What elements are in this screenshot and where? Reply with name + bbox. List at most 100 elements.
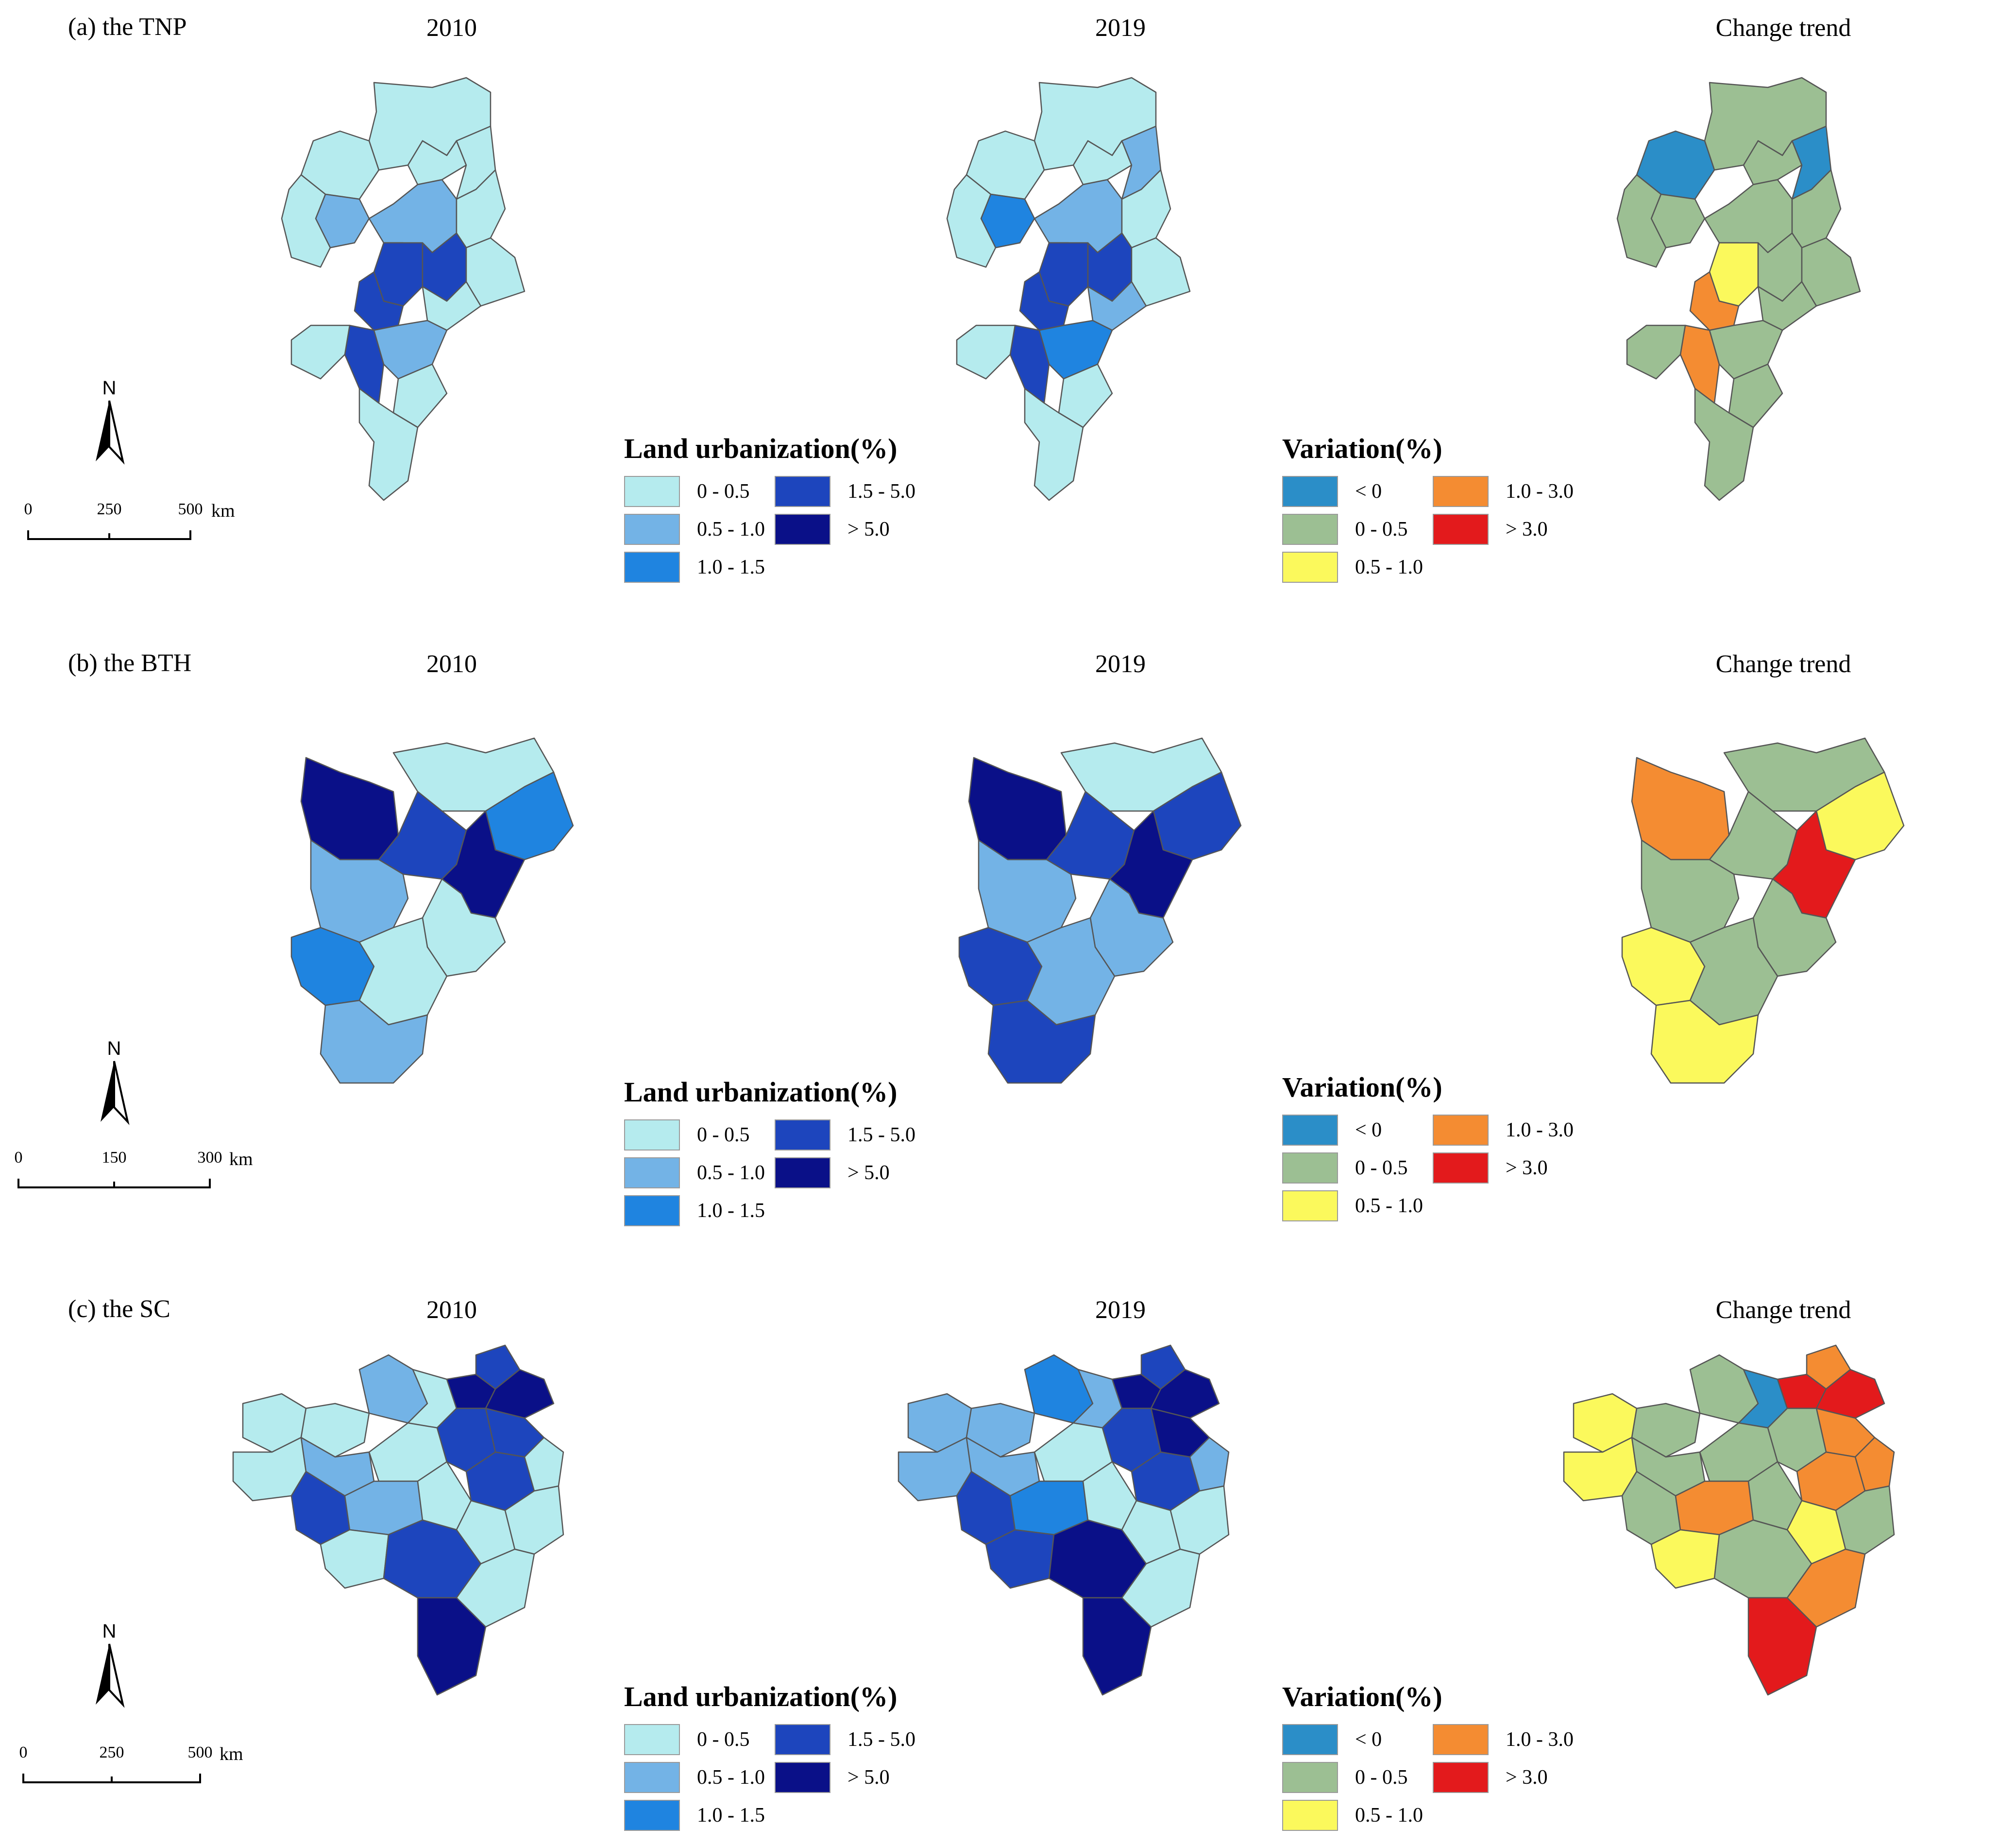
legend-swatch [624,1157,680,1188]
legend-item-label: 0.5 - 1.0 [697,1162,765,1184]
map-region [1038,320,1113,380]
legend-title: Variation(%) [1282,1071,1442,1103]
scale-bar: 0 250 500 km [19,500,253,544]
map-region [1024,388,1084,501]
legend-swatch [775,1157,830,1188]
legend-swatch [624,1800,680,1831]
legend-variation: Variation(%) < 0 0 - 0.5 0.5 - 1.0 1.0 -… [1282,432,1593,588]
map-title-change-trend: Change trend [1715,1296,1851,1324]
legend-swatch [1282,552,1338,583]
legend-item-label: 1.0 - 3.0 [1506,1728,1574,1751]
map-sc-change [1563,1344,1895,1696]
scale-tick: 300 [197,1149,222,1167]
map-region [417,1597,487,1696]
scale-tick: 0 [24,500,33,518]
map-region [1131,237,1191,307]
map-region [358,1354,428,1424]
legend-swatch [1282,1152,1338,1184]
panel-label: (b) the BTH [68,649,192,677]
legend-swatch [1282,1762,1338,1793]
map-region [1616,174,1667,268]
legend-swatch [1282,1190,1338,1221]
map-region [1747,1597,1817,1696]
legend-item-label: 1.0 - 1.5 [697,1804,765,1827]
legend-item-label: 0.5 - 1.0 [1355,1804,1423,1827]
legend-item-label: > 3.0 [1506,1157,1548,1179]
north-arrow: N [85,1617,134,1712]
legend-item-label: > 3.0 [1506,1766,1548,1789]
legend-swatch [1282,514,1338,545]
legend-swatch [1433,1152,1489,1184]
scale-tick: 500 [187,1743,213,1761]
map-sc-2010 [232,1344,564,1696]
map-title-2010: 2010 [426,1296,477,1324]
legend-swatch [1282,1800,1338,1831]
scale-tick: 250 [97,500,122,518]
map-title-2019: 2019 [1095,1296,1146,1324]
legend-swatch [775,1119,830,1150]
legend-title: Variation(%) [1282,1681,1442,1712]
map-region [373,320,448,380]
scale-tick: 150 [102,1149,127,1167]
map-title-2019: 2019 [1095,650,1146,678]
legend-swatch [624,552,680,583]
legend-land-urbanization: Land urbanization(%) 0 - 0.5 0.5 - 1.0 1… [624,1076,964,1231]
legend-item-label: 0.5 - 1.0 [1355,1195,1423,1217]
legend-item-label: 0.5 - 1.0 [697,1766,765,1789]
scale-unit: km [211,501,235,521]
panel-label: (a) the TNP [68,13,187,41]
svg-text:N: N [107,1038,121,1059]
scale-tick: 0 [19,1743,28,1761]
legend-swatch [775,476,830,507]
map-region [290,324,351,380]
legend-item-label: 1.0 - 3.0 [1506,1119,1574,1141]
legend-swatch [624,1119,680,1150]
map-region [1694,388,1754,501]
legend-item-label: 0.5 - 1.0 [697,518,765,541]
legend-swatch [624,476,680,507]
map-region [358,388,419,501]
map-region [1082,1597,1152,1696]
legend-item-label: 0 - 0.5 [1355,1766,1408,1789]
legend-item-label: 1.5 - 5.0 [847,480,915,503]
legend-title: Land urbanization(%) [624,433,898,464]
legend-item-label: < 0 [1355,480,1382,503]
legend-swatch [1282,1115,1338,1146]
legend-swatch [624,1195,680,1226]
legend-title: Land urbanization(%) [624,1681,898,1712]
legend-item-label: 1.5 - 5.0 [847,1728,915,1751]
map-region [1626,324,1686,380]
legend-swatch [1433,1724,1489,1755]
legend-item-label: 0 - 0.5 [697,480,750,503]
north-arrow: N [85,374,134,469]
map-region [1709,320,1783,380]
map-region [987,999,1096,1084]
map-region [978,839,1077,943]
scale-bar: 0 150 300 km [10,1149,272,1192]
legend-swatch [775,1724,830,1755]
legend-item-label: < 0 [1355,1119,1382,1141]
legend-item-label: > 5.0 [847,1766,890,1789]
map-title-2010: 2010 [426,650,477,678]
map-region [1801,237,1861,307]
legend-item-label: > 5.0 [847,1162,890,1184]
map-title-change-trend: Change trend [1715,650,1851,678]
legend-swatch [624,514,680,545]
map-region [1641,839,1740,943]
scale-tick: 500 [178,500,203,518]
scale-tick: 0 [14,1149,23,1167]
map-region [1024,1354,1094,1424]
map-bth-2019 [958,737,1242,1084]
map-region [1704,179,1793,254]
legend-item-label: 0 - 0.5 [697,1728,750,1751]
map-region [1728,363,1783,428]
legend-item-label: 1.5 - 5.0 [847,1124,915,1146]
map-tnp-2010 [281,77,525,501]
map-bth-2010 [290,737,574,1084]
map-region [392,363,448,428]
map-tnp-2019 [946,77,1191,501]
legend-land-urbanization: Land urbanization(%) 0 - 0.5 0.5 - 1.0 1… [624,1680,964,1836]
legend-swatch [1433,1762,1489,1793]
legend-land-urbanization: Land urbanization(%) 0 - 0.5 0.5 - 1.0 1… [624,432,964,588]
svg-text:N: N [102,1621,117,1642]
